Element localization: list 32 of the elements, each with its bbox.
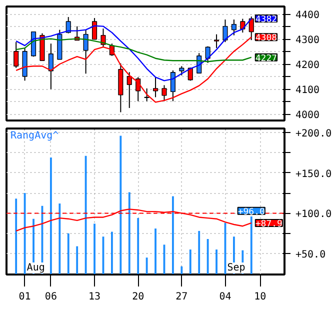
candlestick xyxy=(66,16,71,34)
candlestick xyxy=(231,19,236,36)
candlestick xyxy=(92,18,98,40)
candlestick xyxy=(205,46,210,64)
x-tick-label: 20 xyxy=(132,292,144,302)
y-tick-label: 4000 xyxy=(296,110,320,122)
line-series xyxy=(15,36,252,103)
y-tick-label: 4400 xyxy=(296,10,320,22)
x-tick-label: 27 xyxy=(176,292,188,302)
annotation: Sep xyxy=(227,262,246,274)
x-tick-label: 06 xyxy=(44,292,57,302)
data-label: 4227 xyxy=(255,54,278,64)
x-tick-label: 13 xyxy=(88,292,101,302)
x-tick-label: 10 xyxy=(254,292,266,302)
candlestick xyxy=(188,67,193,82)
x-tick-label: 01 xyxy=(18,292,31,302)
y-tick-label: 4100 xyxy=(296,85,320,96)
candlestick xyxy=(214,34,220,49)
candlestick xyxy=(170,70,176,102)
y-tick-label: +150.0 xyxy=(296,168,332,180)
y-tick-label: +200.0 xyxy=(296,128,332,140)
y-tick-label: +100.0 xyxy=(296,209,332,220)
chart-title: RangAvg^ xyxy=(10,130,59,142)
y-tick-label: 4200 xyxy=(296,60,320,72)
annotation: Aug xyxy=(26,262,45,274)
candlestick xyxy=(83,29,88,74)
y-tick-label: 4300 xyxy=(296,35,320,46)
x-tick-label: 04 xyxy=(219,292,232,302)
y-tick-label: +50.0 xyxy=(296,250,326,261)
candlestick xyxy=(222,19,228,43)
candlestick xyxy=(152,76,158,98)
candlestick xyxy=(48,43,54,90)
